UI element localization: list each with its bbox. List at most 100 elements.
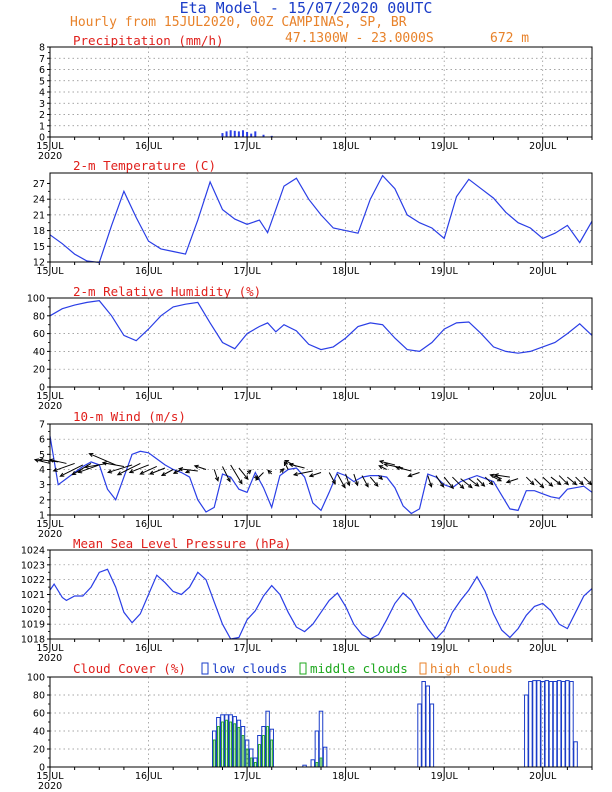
wind-vector <box>289 463 305 469</box>
wind-vector <box>222 466 231 482</box>
y-tick-label: 80 <box>33 311 45 322</box>
cloud-bar-low <box>548 681 554 768</box>
cloud-title: Cloud Cover (%) <box>73 661 186 676</box>
mslp-title: Mean Sea Level Pressure (hPa) <box>73 536 291 551</box>
wind-arrowhead <box>284 459 290 465</box>
x-tick-label: 18JUL <box>332 771 360 782</box>
y-tick-label: 1022 <box>21 575 45 586</box>
wind-vector <box>575 476 584 485</box>
wind-arrowhead <box>378 475 384 481</box>
y-tick-label: 3 <box>39 99 45 110</box>
wind-arrowhead <box>529 480 535 486</box>
cloud-bar-mid <box>237 726 241 768</box>
wind-vector <box>161 469 174 476</box>
wind-arrowhead <box>439 482 445 488</box>
wind-arrowhead <box>33 458 40 463</box>
wind-arrowhead <box>489 473 495 478</box>
precip-bar <box>229 130 232 137</box>
wind-vector <box>89 453 116 466</box>
x-year-label: 2020 <box>38 781 62 792</box>
precip-bar <box>225 131 228 137</box>
wind-vector <box>39 459 59 463</box>
y-tick-label: 3 <box>39 480 45 491</box>
wind-arrowhead <box>308 473 314 478</box>
wind-arrowhead <box>467 483 473 489</box>
wind-arrowhead <box>572 480 578 486</box>
mslp-frame <box>49 549 593 640</box>
wind-arrowhead <box>341 483 346 489</box>
cloud-bar-mid <box>315 762 319 768</box>
x-tick-label: 19JUL <box>431 391 459 402</box>
cloud-bar-mid <box>253 762 257 768</box>
cloud-bar-mid <box>270 739 274 768</box>
x-tick-label: 17JUL <box>234 141 262 152</box>
y-tick-label: 20 <box>33 365 45 376</box>
x-tick-label: 19JUL <box>431 266 459 277</box>
precip-title: Precipitation (mm/h) <box>73 33 224 48</box>
y-tick-label: 8 <box>39 43 45 54</box>
wind-vector <box>468 478 479 487</box>
x-tick-label: 20JUL <box>529 643 557 654</box>
wind-arrowhead <box>184 469 190 474</box>
x-tick-label: 17JUL <box>234 266 262 277</box>
x-tick-label: 18JUL <box>332 266 360 277</box>
x-tick-label: 15JUL <box>36 266 64 277</box>
y-tick-label: 2 <box>39 110 45 121</box>
wind-vector <box>484 476 494 485</box>
wind-arrowhead <box>214 476 219 482</box>
legend-swatch-high <box>419 662 427 675</box>
precip-bar <box>270 135 273 137</box>
cloud-bar-low <box>552 681 558 768</box>
wind-vector <box>476 478 485 487</box>
cloud-legend: low clouds middle clouds high clouds <box>201 661 513 676</box>
y-tick-label: 1024 <box>21 546 45 557</box>
y-tick-label: 0 <box>39 133 45 144</box>
y-tick-label: 40 <box>33 727 45 738</box>
x-tick-label: 17JUL <box>234 643 262 654</box>
wind-arrowhead <box>378 465 384 470</box>
wind-arrowhead <box>459 484 465 490</box>
x-tick-label: 15JUL <box>36 643 64 654</box>
y-tick-label: 1021 <box>21 590 45 601</box>
wind-arrowhead <box>279 467 285 473</box>
precip-frame <box>49 46 593 138</box>
precip-bar <box>237 131 240 137</box>
y-tick-label: 7 <box>39 420 45 431</box>
cloud-bar-mid <box>225 719 228 768</box>
cloud-bar-low <box>536 680 541 768</box>
wind-vector <box>460 478 473 488</box>
y-tick-label: 1 <box>39 121 45 132</box>
wind-arrowhead <box>493 473 499 478</box>
wind-arrowhead <box>449 484 454 490</box>
y-tick-label: 12 <box>33 258 45 269</box>
wind-arrowhead <box>474 482 480 487</box>
wind-vector <box>542 476 553 487</box>
wind-vector <box>550 476 561 485</box>
wind-vector <box>558 475 569 485</box>
y-tick-label: 1018 <box>21 635 45 646</box>
wind-vector <box>60 464 84 477</box>
temp-line <box>49 174 593 264</box>
wind-vector <box>102 462 124 467</box>
temp-frame <box>49 172 593 263</box>
wind-arrowhead <box>128 469 134 474</box>
x-tick-label: 16JUL <box>135 643 163 654</box>
x-tick-label: 15JUL <box>36 771 64 782</box>
wind-arrowhead <box>59 472 65 477</box>
elevation: 672 m <box>490 31 529 46</box>
x-tick-label: 16JUL <box>135 141 163 152</box>
y-tick-label: 27 <box>33 179 45 190</box>
wind-vector <box>194 465 207 470</box>
wind-vector <box>78 464 100 473</box>
wind-arrowhead <box>480 482 486 487</box>
y-tick-label: 21 <box>33 210 45 221</box>
x-tick-label: 20JUL <box>529 266 557 277</box>
x-tick-label: 18JUL <box>332 519 360 530</box>
x-tick-label: 16JUL <box>135 391 163 402</box>
precip-bar <box>250 133 253 137</box>
y-tick-label: 7 <box>39 54 45 65</box>
wind-arrowhead <box>177 467 184 472</box>
wind-vector <box>213 469 219 481</box>
x-tick-label: 17JUL <box>234 519 262 530</box>
